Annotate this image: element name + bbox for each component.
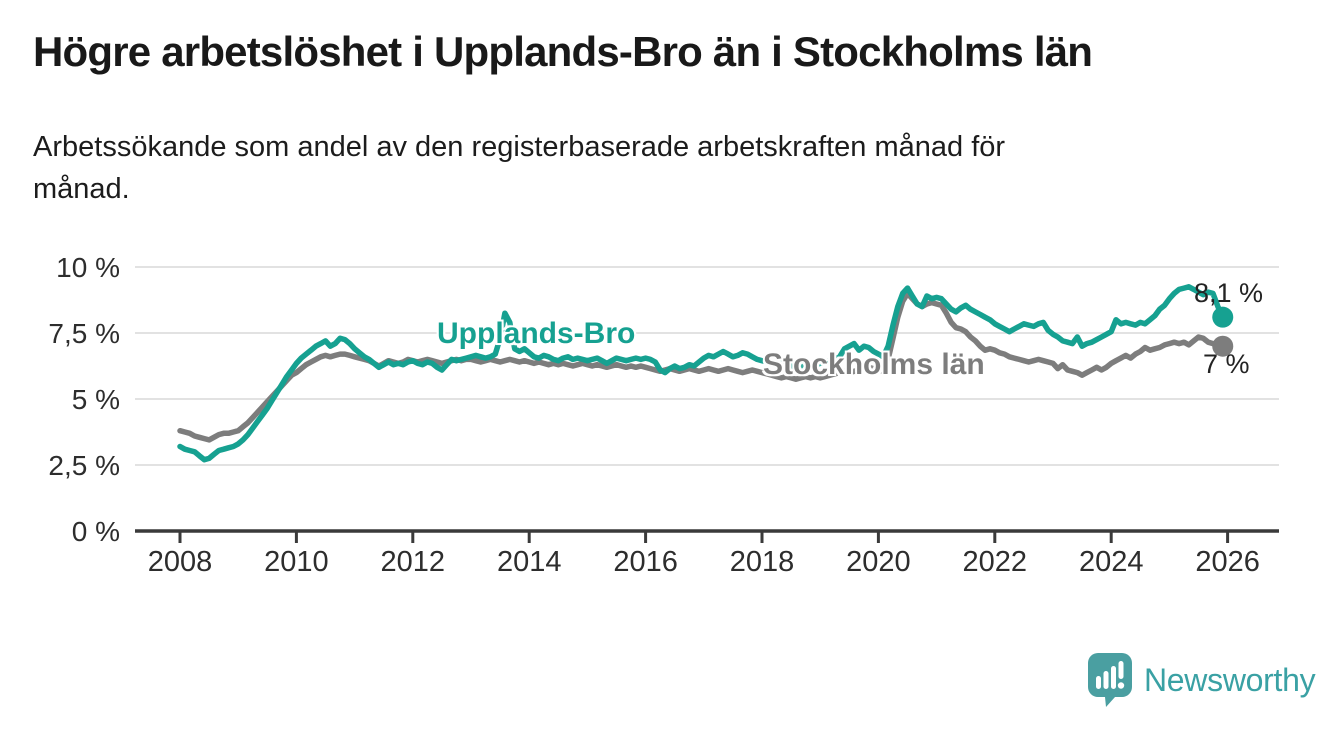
newsworthy-logo: Newsworthy	[1086, 652, 1316, 708]
page-title: Högre arbetslöshet i Upplands-Bro än i S…	[33, 28, 1093, 75]
end-value-label-upplands-bro: 8,1 %	[1194, 278, 1264, 308]
series-label-upplands-bro: Upplands-Bro	[437, 317, 636, 350]
series-line-stockholms-l-n	[177, 290, 1226, 443]
newsworthy-logo-text: Newsworthy	[1144, 661, 1316, 698]
x-axis-tick-label: 2008	[148, 546, 213, 578]
end-dot-stockholms-l-n	[1212, 335, 1234, 357]
x-axis-tick-label: 2026	[1195, 546, 1260, 578]
x-axis-tick-label: 2018	[730, 546, 795, 578]
newsworthy-bubble	[1088, 653, 1132, 707]
end-value-label-stockholms-lan: 7 %	[1203, 349, 1250, 379]
end-dot-upplands-bro	[1212, 306, 1234, 328]
y-axis-tick-label: 5 %	[72, 384, 120, 415]
y-axis-tick-label: 7,5 %	[48, 318, 120, 349]
x-axis-tick-label: 2020	[846, 546, 911, 578]
series-line-upplands-bro	[177, 284, 1226, 463]
x-axis-tick-label: 2024	[1079, 546, 1144, 578]
x-axis-tick-label: 2010	[264, 546, 329, 578]
newsworthy-bars	[1096, 661, 1125, 689]
chart-subtitle: Arbetssökande som andel av den registerb…	[33, 131, 1006, 205]
newsworthy-logo-icon	[1088, 653, 1132, 707]
x-axis-tick-label: 2016	[613, 546, 678, 578]
y-axis-tick-label: 0 %	[72, 516, 120, 547]
series-label-stockholms-lan: Stockholms län	[763, 348, 985, 381]
y-axis-tick-label: 10 %	[56, 252, 120, 283]
x-axis-tick-label: 2014	[497, 546, 562, 578]
y-axis-tick-label: 2,5 %	[48, 450, 120, 481]
x-axis-tick-label: 2012	[381, 546, 446, 578]
x-axis-tick-label: 2022	[963, 546, 1028, 578]
